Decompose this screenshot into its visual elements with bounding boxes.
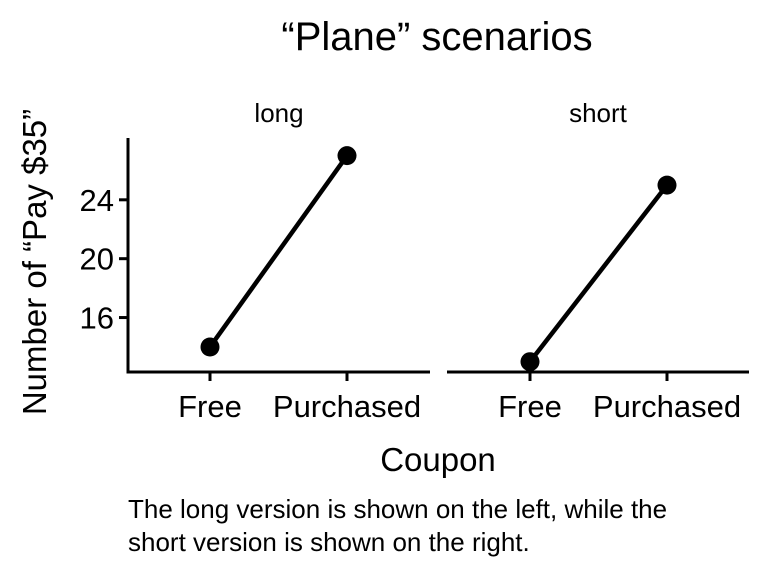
y-tick-label: 20 [80, 242, 114, 277]
panel-strip-label: short [569, 98, 628, 128]
y-axis-title: Number of “Pay $35” [16, 109, 53, 415]
y-axis: 16 20 24 [80, 138, 130, 374]
panel-strip-label: long [254, 98, 303, 128]
x-axis-title: Coupon [380, 441, 496, 478]
data-point [200, 337, 220, 357]
panel-short: short Free Purchased [447, 98, 749, 424]
chart-title: “Plane” scenarios [281, 15, 592, 59]
y-tick-label: 24 [80, 183, 114, 218]
caption-line-2: short version is shown on the right. [128, 527, 530, 557]
series-line [528, 183, 669, 364]
y-tick-label: 16 [80, 301, 114, 336]
data-point [520, 352, 540, 372]
data-point [657, 175, 677, 195]
data-point [337, 146, 357, 166]
x-tick-label: Free [498, 389, 562, 424]
x-tick-label: Free [178, 389, 242, 424]
x-tick-label: Purchased [593, 389, 741, 424]
caption-line-1: The long version is shown on the left, w… [128, 494, 667, 524]
x-tick-label: Purchased [273, 389, 421, 424]
panel-long: long Free Purchased [128, 98, 430, 424]
series-line [208, 154, 349, 349]
